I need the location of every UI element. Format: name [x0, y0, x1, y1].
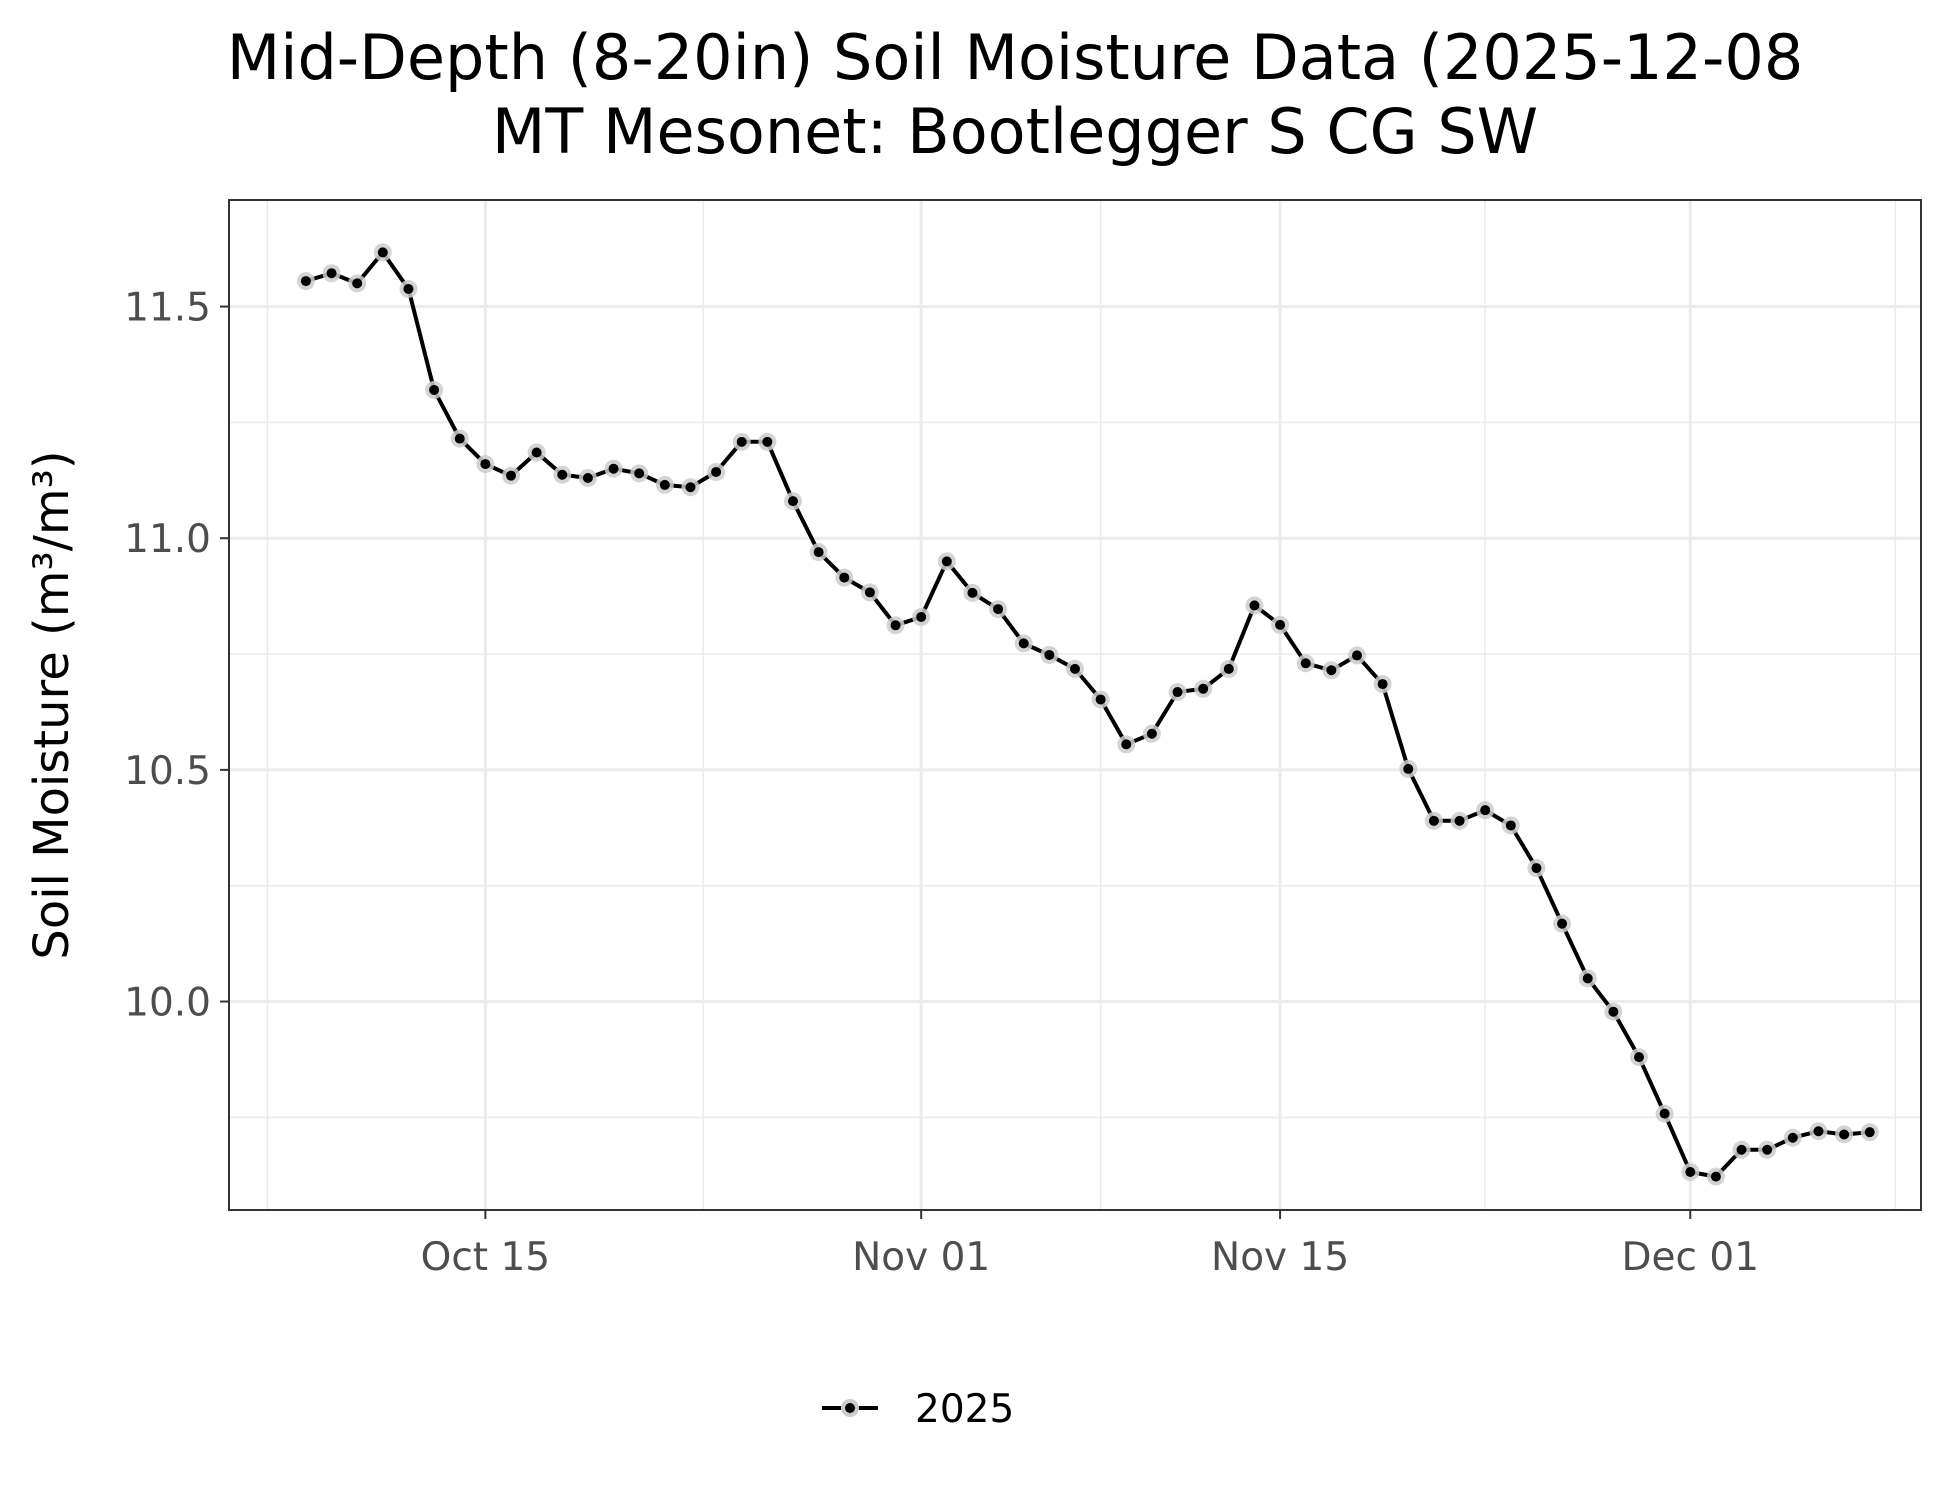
- legend: 2025: [822, 1387, 1014, 1432]
- data-point: [1557, 918, 1568, 929]
- plot-panel: [228, 199, 1922, 1211]
- data-point: [864, 587, 875, 598]
- data-point: [1121, 739, 1132, 750]
- data-point: [1659, 1108, 1670, 1119]
- data-point: [711, 466, 722, 477]
- y-tick-label: 10.5: [124, 749, 211, 794]
- x-tick-label: Dec 01: [1622, 1235, 1760, 1280]
- data-point: [1146, 728, 1157, 739]
- data-point: [1198, 683, 1209, 694]
- data-point: [1018, 638, 1029, 649]
- data-point: [1864, 1127, 1875, 1138]
- data-point: [1070, 663, 1080, 674]
- x-tick-label: Oct 15: [421, 1235, 550, 1280]
- data-point: [1710, 1171, 1721, 1182]
- data-point: [608, 463, 619, 474]
- data-point: [890, 620, 901, 631]
- data-point: [1634, 1052, 1644, 1063]
- data-point: [1044, 649, 1055, 660]
- data-point: [1839, 1129, 1850, 1140]
- data-point: [1787, 1132, 1798, 1143]
- legend-key-point: [845, 1403, 855, 1413]
- data-point: [1813, 1126, 1824, 1137]
- data-point: [967, 587, 978, 598]
- x-axis: Oct 15 Nov 01 Nov 15 Dec 01: [421, 1210, 1759, 1280]
- x-tick-label: Nov 01: [852, 1235, 990, 1280]
- chart-title: Mid-Depth (8-20in) Soil Moisture Data (2…: [227, 21, 1804, 94]
- data-point: [1249, 600, 1260, 611]
- major-gridlines: [229, 200, 1921, 1210]
- data-point: [1736, 1144, 1747, 1155]
- data-point: [531, 447, 542, 458]
- data-point: [1326, 665, 1337, 676]
- x-tick-label: Nov 15: [1211, 1235, 1349, 1280]
- legend-label: 2025: [915, 1387, 1014, 1432]
- data-point: [685, 482, 696, 493]
- data-point: [659, 479, 670, 490]
- data-point: [506, 470, 516, 481]
- data-point: [941, 556, 952, 567]
- y-tick-label: 11.0: [124, 517, 211, 562]
- data-point: [1095, 694, 1106, 705]
- data-point: [1608, 1006, 1619, 1017]
- data-point: [1223, 663, 1234, 674]
- data-point: [1762, 1144, 1773, 1155]
- data-point: [352, 278, 363, 289]
- data-point: [429, 384, 440, 395]
- data-point: [480, 459, 491, 470]
- y-axis-title: Soil Moisture (m³/m³): [24, 450, 80, 959]
- data-point: [557, 469, 568, 480]
- data-point: [326, 268, 337, 279]
- data-point: [1300, 658, 1311, 669]
- data-point: [1505, 820, 1516, 831]
- data-point: [1480, 805, 1491, 816]
- data-point: [1403, 763, 1414, 774]
- chart-subtitle: MT Mesonet: Bootlegger S CG SW: [492, 95, 1538, 168]
- data-point: [839, 572, 850, 583]
- data-point: [813, 547, 824, 558]
- data-point: [1275, 619, 1286, 630]
- minor-gridlines: [229, 200, 1921, 1210]
- y-tick-label: 11.5: [124, 286, 211, 331]
- y-axis: 10.0 10.5 11.0 11.5: [124, 286, 229, 1026]
- data-point: [403, 283, 414, 294]
- data-point: [736, 436, 747, 447]
- data-point: [582, 472, 593, 483]
- data-point: [634, 468, 645, 479]
- data-point: [1454, 815, 1465, 826]
- data-point: [1582, 973, 1593, 984]
- panel-background: [229, 200, 1921, 1210]
- data-point: [377, 247, 388, 258]
- data-point: [1377, 679, 1388, 690]
- data-point: [1428, 815, 1439, 826]
- data-point: [1172, 687, 1183, 698]
- data-point: [454, 433, 465, 444]
- data-point: [993, 604, 1004, 615]
- y-tick-label: 10.0: [124, 981, 211, 1026]
- data-point: [1685, 1167, 1696, 1178]
- data-point: [916, 611, 927, 622]
- data-point: [788, 496, 798, 507]
- data-point: [300, 276, 311, 287]
- data-point: [762, 436, 773, 447]
- series-layer: [296, 243, 1879, 1186]
- panel-border: [228, 199, 1922, 1211]
- data-point: [1531, 863, 1542, 874]
- data-point: [1352, 650, 1362, 661]
